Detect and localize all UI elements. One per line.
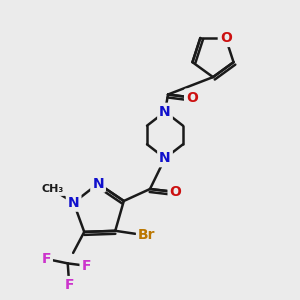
Text: N: N xyxy=(159,151,171,165)
Text: F: F xyxy=(41,252,51,266)
Text: O: O xyxy=(169,185,181,199)
Text: N: N xyxy=(159,105,171,119)
Text: F: F xyxy=(82,259,91,273)
Text: F: F xyxy=(64,278,74,292)
Text: O: O xyxy=(186,91,198,104)
Text: Br: Br xyxy=(138,228,155,242)
Text: N: N xyxy=(92,177,104,190)
Text: O: O xyxy=(220,31,232,45)
Text: CH₃: CH₃ xyxy=(41,184,64,194)
Text: N: N xyxy=(68,196,80,210)
